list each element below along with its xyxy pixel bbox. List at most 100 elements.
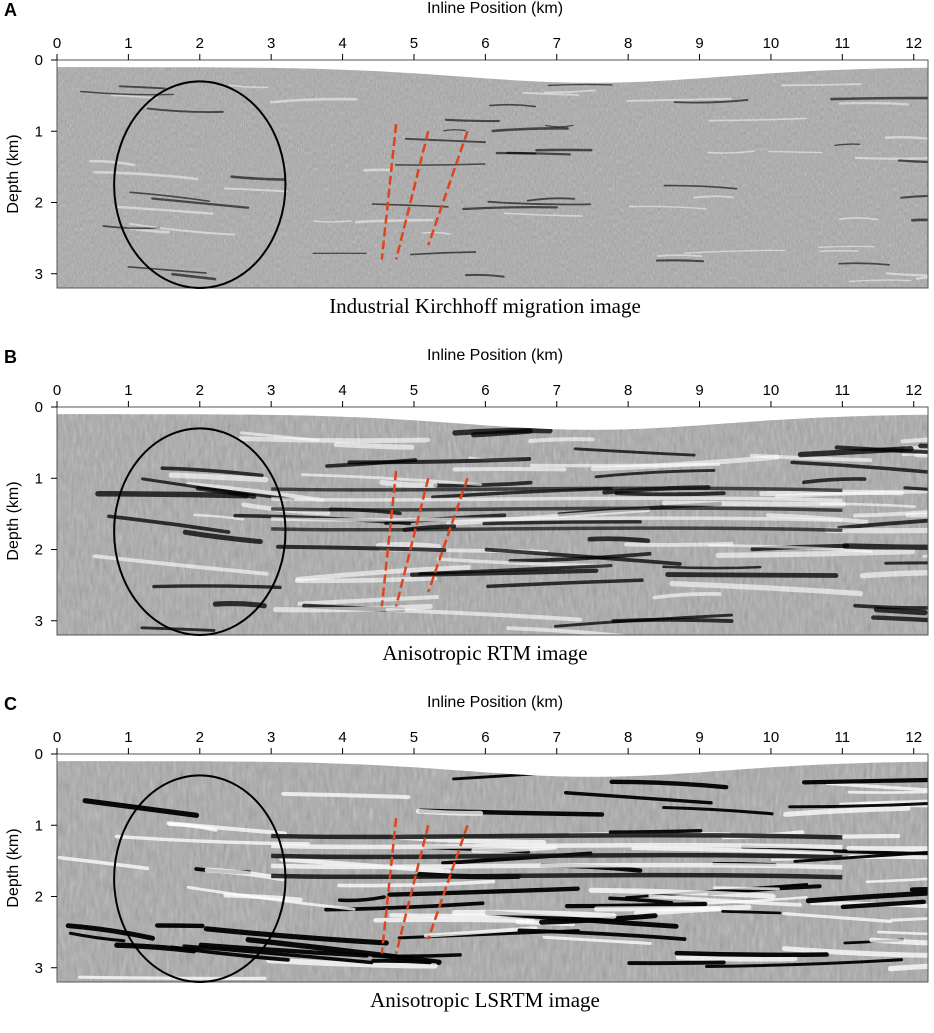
strong-reflector bbox=[271, 855, 842, 857]
x-tick-label: 8 bbox=[624, 35, 632, 52]
reflector bbox=[921, 445, 934, 446]
reflector bbox=[657, 260, 703, 261]
reflector bbox=[877, 610, 925, 613]
reflector bbox=[762, 492, 902, 494]
y-tick-label: 2 bbox=[35, 889, 43, 906]
image-area bbox=[57, 407, 934, 636]
x-tick-label: 6 bbox=[481, 382, 489, 399]
x-tick-label: 5 bbox=[410, 35, 418, 52]
caption: Anisotropic LSRTM image bbox=[0, 988, 934, 1013]
x-tick-label: 6 bbox=[481, 35, 489, 52]
reflector bbox=[820, 251, 858, 252]
reflector bbox=[455, 430, 550, 432]
x-tick-label: 7 bbox=[553, 382, 561, 399]
reflector bbox=[378, 545, 438, 547]
x-tick-label: 2 bbox=[196, 35, 204, 52]
reflector bbox=[804, 780, 934, 783]
reflector bbox=[215, 604, 264, 606]
reflector bbox=[507, 153, 535, 154]
reflector bbox=[856, 157, 934, 158]
x-tick-label: 3 bbox=[267, 729, 275, 746]
y-tick-label: 0 bbox=[35, 746, 43, 763]
y-tick-label: 2 bbox=[35, 542, 43, 559]
y-tick-label: 1 bbox=[35, 123, 43, 140]
y-axis-title: Depth (km) bbox=[5, 134, 22, 213]
noise-texture bbox=[57, 60, 928, 288]
caption: Industrial Kirchhoff migration image bbox=[0, 294, 934, 319]
reflector bbox=[610, 831, 700, 832]
reflector bbox=[668, 575, 836, 576]
x-tick-label: 8 bbox=[624, 729, 632, 746]
reflector bbox=[418, 811, 480, 813]
x-tick-label: 0 bbox=[53, 35, 61, 52]
reflector bbox=[678, 957, 795, 959]
y-tick-label: 1 bbox=[35, 470, 43, 487]
reflector bbox=[629, 962, 723, 963]
x-tick-label: 11 bbox=[835, 729, 851, 746]
x-tick-label: 12 bbox=[905, 382, 922, 399]
reflector bbox=[530, 439, 592, 441]
x-tick-label: 4 bbox=[338, 35, 346, 52]
caption: Anisotropic RTM image bbox=[0, 641, 934, 666]
reflector bbox=[863, 573, 934, 576]
x-tick-label: 12 bbox=[905, 729, 922, 746]
strong-reflector bbox=[271, 518, 842, 520]
strong-reflector bbox=[271, 528, 842, 530]
y-tick-label: 1 bbox=[35, 817, 43, 834]
x-tick-label: 0 bbox=[53, 729, 61, 746]
strong-reflector bbox=[271, 865, 842, 867]
y-tick-label: 3 bbox=[35, 266, 43, 283]
reflector bbox=[567, 904, 705, 906]
x-tick-label: 8 bbox=[624, 382, 632, 399]
x-tick-label: 5 bbox=[410, 729, 418, 746]
x-tick-label: 1 bbox=[124, 35, 132, 52]
y-tick-label: 0 bbox=[35, 52, 43, 69]
reflector bbox=[617, 493, 724, 494]
reflector bbox=[839, 836, 898, 837]
reflector bbox=[840, 103, 908, 104]
x-tick-label: 5 bbox=[410, 382, 418, 399]
reflector bbox=[714, 888, 778, 889]
x-tick-label: 10 bbox=[763, 382, 780, 399]
x-tick-label: 2 bbox=[196, 729, 204, 746]
x-tick-label: 9 bbox=[695, 35, 703, 52]
reflector bbox=[831, 98, 931, 99]
reflector bbox=[677, 953, 827, 955]
x-tick-label: 0 bbox=[53, 382, 61, 399]
x-tick-label: 2 bbox=[196, 382, 204, 399]
image-area bbox=[57, 60, 934, 288]
reflector bbox=[663, 567, 760, 568]
y-axis-title: Depth (km) bbox=[5, 481, 22, 560]
strong-reflector bbox=[271, 845, 842, 847]
reflector bbox=[375, 920, 533, 921]
strong-reflector bbox=[271, 508, 842, 510]
reflector bbox=[723, 911, 780, 913]
x-tick-label: 10 bbox=[763, 35, 780, 52]
reflector bbox=[917, 277, 934, 278]
reflector bbox=[373, 955, 460, 956]
y-axis-title: Depth (km) bbox=[5, 828, 22, 907]
reflector bbox=[827, 529, 934, 531]
reflector bbox=[886, 137, 930, 139]
x-tick-label: 11 bbox=[835, 35, 851, 52]
x-tick-label: 7 bbox=[553, 729, 561, 746]
reflector bbox=[446, 120, 499, 121]
x-tick-label: 4 bbox=[338, 382, 346, 399]
reflector bbox=[373, 961, 429, 963]
x-tick-label: 4 bbox=[338, 729, 346, 746]
reflector bbox=[532, 464, 719, 465]
x-tick-label: 9 bbox=[695, 382, 703, 399]
x-tick-label: 10 bbox=[763, 729, 780, 746]
x-tick-label: 1 bbox=[124, 729, 132, 746]
reflector bbox=[336, 444, 412, 447]
reflector bbox=[849, 848, 934, 849]
x-tick-label: 6 bbox=[481, 729, 489, 746]
y-tick-label: 3 bbox=[35, 613, 43, 630]
reflector bbox=[484, 522, 640, 524]
reflector bbox=[241, 439, 428, 441]
y-tick-label: 0 bbox=[35, 399, 43, 416]
